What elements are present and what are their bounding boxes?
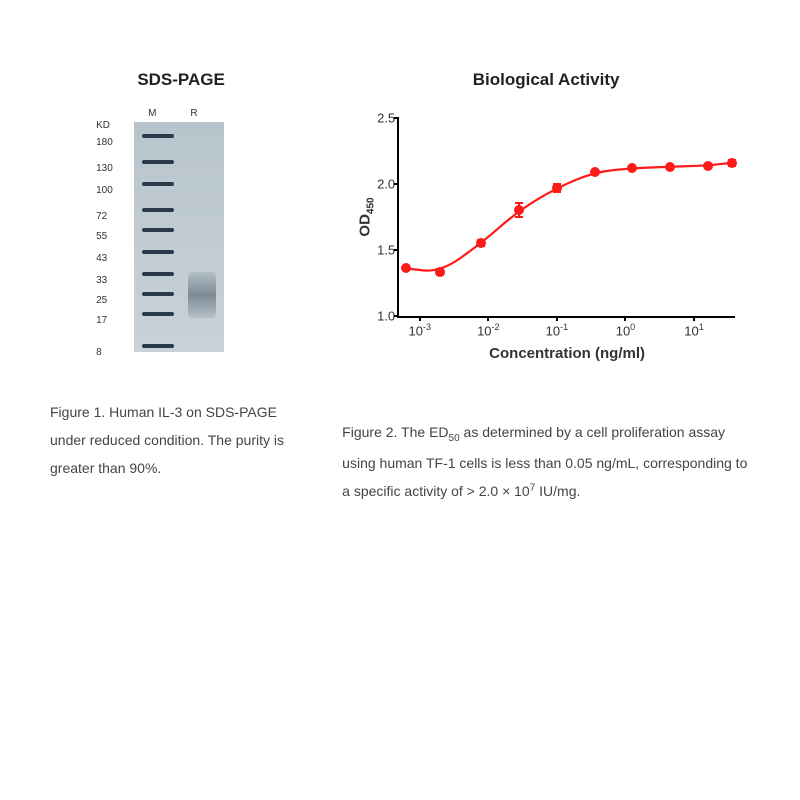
figure-1-caption: Figure 1. Human IL-3 on SDS-PAGE under r… — [50, 398, 312, 482]
gel-band — [142, 250, 174, 254]
x-tick-label: 10-2 — [477, 322, 499, 338]
data-point — [552, 183, 562, 193]
marker-label: 100 — [96, 186, 113, 196]
marker-label: 25 — [96, 296, 107, 306]
gel-band — [142, 344, 174, 348]
plot-area: OD450 Concentration (ng/ml) 1.01.52.02.5… — [397, 118, 735, 318]
gel-image: KD M R 180 130 100 72 55 43 33 25 17 8 — [96, 108, 266, 358]
gel-band — [142, 272, 174, 276]
data-point — [435, 267, 445, 277]
marker-label: 55 — [96, 232, 107, 242]
y-tick-label: 2.5 — [365, 111, 395, 126]
gel-band — [142, 312, 174, 316]
marker-label: 43 — [96, 254, 107, 264]
gel-band — [142, 228, 174, 232]
marker-label: 130 — [96, 164, 113, 174]
data-point — [476, 238, 486, 248]
marker-label: 180 — [96, 138, 113, 148]
y-tick-label: 1.0 — [365, 309, 395, 324]
y-tick-label: 2.0 — [365, 177, 395, 192]
gel-band — [142, 182, 174, 186]
lane-labels: M R — [148, 108, 198, 119]
gel-band — [142, 208, 174, 212]
lane-marker — [138, 122, 178, 352]
data-point — [627, 163, 637, 173]
gel-band — [142, 160, 174, 164]
lane-sample — [182, 122, 222, 352]
fit-curve — [399, 118, 735, 316]
marker-label: 72 — [96, 212, 107, 222]
gel-band — [142, 292, 174, 296]
marker-label: 33 — [96, 276, 107, 286]
x-axis-label: Concentration (ng/ml) — [489, 345, 645, 362]
y-axis-label: OD450 — [357, 197, 377, 236]
x-tick-label: 10-1 — [546, 322, 568, 338]
marker-label: 8 — [96, 348, 102, 358]
x-tick-label: 101 — [684, 322, 703, 338]
data-point — [514, 205, 524, 215]
marker-label: 17 — [96, 316, 107, 326]
gel-band — [142, 134, 174, 138]
data-point — [590, 167, 600, 177]
lane-label-r: R — [190, 108, 197, 119]
data-point — [401, 263, 411, 273]
x-tick-label: 100 — [616, 322, 635, 338]
bioactivity-title: Biological Activity — [342, 70, 750, 90]
kd-label: KD — [96, 120, 110, 131]
gel-lanes — [134, 122, 224, 352]
sample-band — [188, 272, 216, 318]
data-point — [703, 161, 713, 171]
data-point — [665, 162, 675, 172]
sds-page-panel: SDS-PAGE KD M R 180 130 100 72 55 43 33 25 17 8 F… — [50, 70, 312, 730]
data-point — [727, 158, 737, 168]
dose-response-chart: OD450 Concentration (ng/ml) 1.0 1.5 2.0 2.5… — [342, 108, 750, 378]
figure-2-caption: Figure 2. The ED50 as determined by a ce… — [342, 418, 750, 505]
lane-label-m: M — [148, 108, 156, 119]
sds-page-title: SDS-PAGE — [50, 70, 312, 90]
x-tick-label: 10-3 — [408, 322, 430, 338]
bioactivity-panel: Biological Activity OD450 Concentration … — [342, 70, 750, 730]
y-tick-label: 1.5 — [365, 243, 395, 258]
